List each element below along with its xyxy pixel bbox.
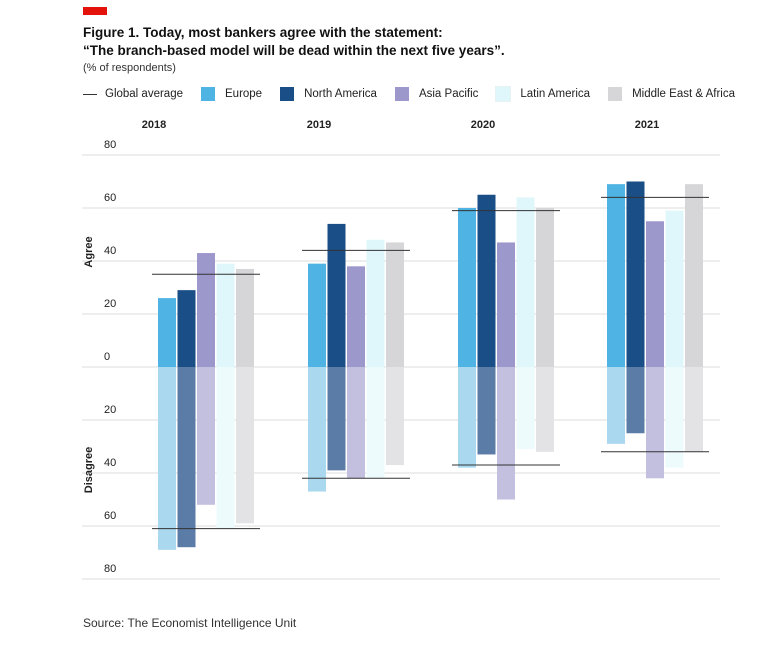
year-label: 2018	[142, 119, 166, 131]
legend-label: Middle East & Africa	[632, 88, 735, 100]
bar-disagree	[327, 367, 346, 471]
y-tick-label: 40	[104, 245, 116, 257]
y-tick-label: 40	[104, 457, 116, 469]
chart-title-line1: Figure 1. Today, most bankers agree with…	[83, 25, 443, 40]
legend-label: Europe	[225, 88, 263, 100]
bar-agree	[158, 298, 176, 367]
bar-agree	[458, 208, 476, 367]
bar-agree	[536, 208, 554, 367]
bar-disagree	[386, 367, 404, 466]
bar-disagree	[177, 367, 196, 548]
legend-label: Latin America	[520, 88, 591, 100]
year-label: 2020	[471, 119, 495, 131]
bar-disagree	[158, 367, 176, 550]
bar-disagree	[366, 367, 385, 479]
y-axis-label-agree: Agree	[83, 236, 95, 267]
y-axis-label-disagree: Disagree	[83, 447, 95, 493]
year-label: 2021	[635, 119, 659, 131]
bar-disagree	[347, 367, 365, 479]
bar-disagree	[477, 367, 496, 455]
bar-disagree	[308, 367, 326, 492]
legend-label: North America	[304, 88, 377, 100]
legend-label: Asia Pacific	[418, 88, 479, 100]
y-tick-label: 80	[104, 139, 116, 151]
bar-agree	[236, 268, 254, 367]
source-note: Source: The Economist Intelligence Unit	[83, 616, 297, 630]
bar-agree	[366, 239, 385, 367]
legend-middle-east-africa: Middle East & Africa	[608, 87, 735, 101]
bar-agree	[646, 221, 664, 367]
bar-disagree	[685, 367, 703, 452]
brand-tag	[83, 7, 107, 15]
y-tick-label: 80	[104, 563, 116, 575]
year-label: 2019	[307, 119, 331, 131]
y-tick-label: 60	[104, 192, 116, 204]
bar-agree	[516, 197, 535, 367]
legend-swatch	[394, 87, 409, 101]
chart-title-line2: “The branch-based model will be dead wit…	[83, 43, 505, 58]
bar-agree	[477, 194, 496, 367]
legend-asia-pacific: Asia Pacific	[394, 87, 479, 101]
bar-disagree	[236, 367, 254, 524]
bar-disagree	[626, 367, 645, 434]
global-average-line-icon	[83, 93, 97, 95]
bar-agree	[197, 253, 215, 367]
bar-agree	[216, 263, 235, 367]
legend-swatch	[608, 87, 623, 101]
bar-agree	[665, 210, 684, 367]
y-tick-label: 20	[104, 404, 116, 416]
y-tick-label: 0	[104, 351, 110, 363]
legend-global-average: Global average	[83, 88, 183, 100]
bar-disagree	[216, 367, 235, 529]
bar-disagree	[665, 367, 684, 468]
legend-global-average-label: Global average	[105, 88, 183, 100]
legend-latin-america: Latin America	[495, 86, 591, 102]
bar-disagree	[607, 367, 625, 444]
legend-north-america: North America	[280, 87, 377, 101]
bar-disagree	[197, 367, 215, 505]
legend-swatch	[280, 87, 295, 101]
bar-agree	[497, 242, 515, 367]
legend-swatch	[495, 86, 512, 102]
bar-agree	[308, 263, 326, 367]
bar-disagree	[458, 367, 476, 468]
bar-disagree	[646, 367, 664, 479]
bar-agree	[386, 242, 404, 367]
bar-disagree	[536, 367, 554, 452]
legend-swatch	[201, 87, 215, 101]
bar-agree	[347, 266, 365, 367]
bar-disagree	[497, 367, 515, 500]
y-tick-label: 60	[104, 510, 116, 522]
legend-europe: Europe	[201, 87, 262, 101]
chart-subtitle: (% of respondents)	[83, 62, 176, 74]
chart-title: Figure 1. Today, most bankers agree with…	[83, 24, 505, 60]
bar-agree	[327, 223, 346, 367]
bar-agree	[177, 290, 196, 367]
bar-agree	[685, 184, 703, 367]
bar-agree	[607, 184, 625, 367]
bar-agree	[626, 181, 645, 367]
y-tick-label: 20	[104, 298, 116, 310]
legend: Global average Europe North America Asia…	[83, 86, 753, 102]
bar-disagree	[516, 367, 535, 450]
